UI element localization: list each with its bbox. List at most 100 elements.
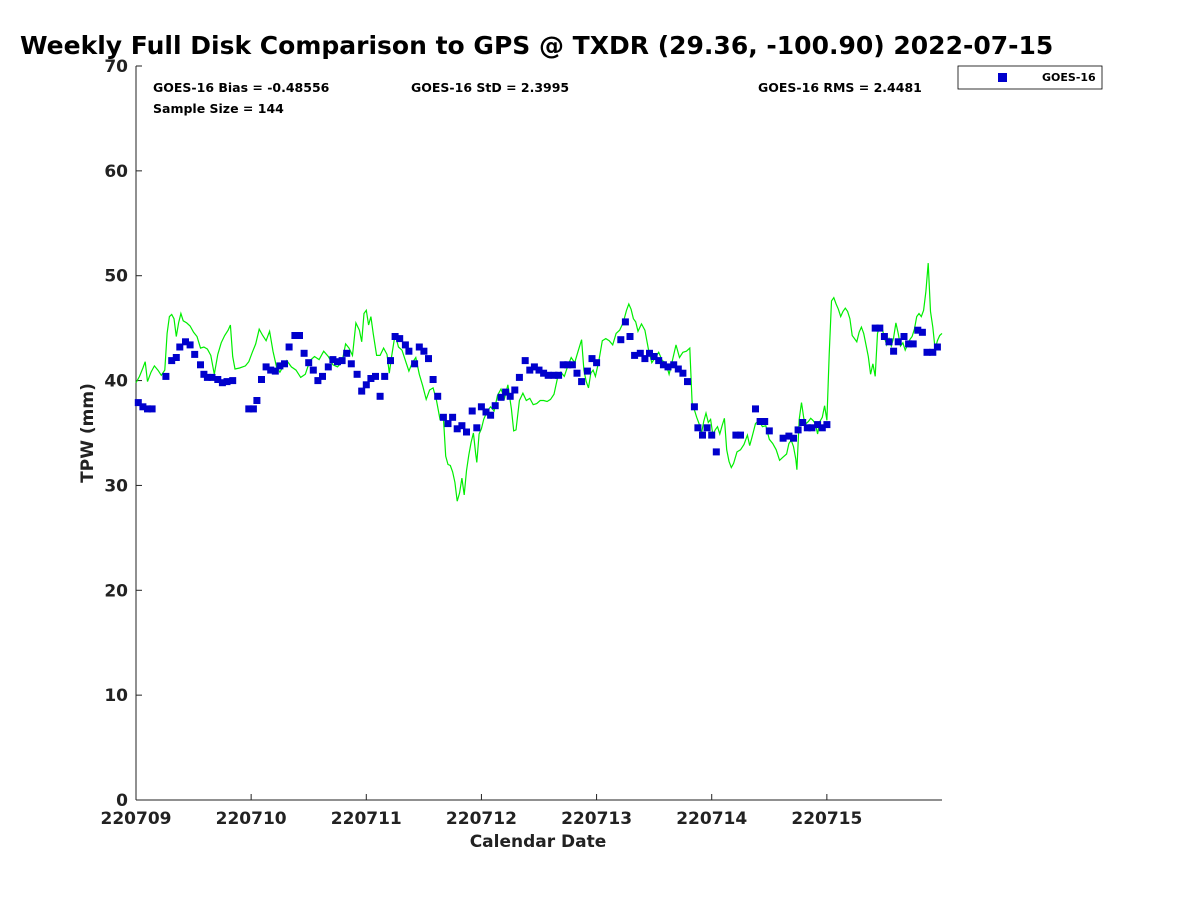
goes-point [262,363,270,371]
goes-point [664,363,672,371]
goes-point [918,328,926,336]
goes-point [929,348,937,356]
y-tick-label: 70 [104,57,128,77]
goes-point [271,367,279,375]
goes-point [458,422,466,430]
goes-point [785,432,793,440]
chart-title: Weekly Full Disk Comparison to GPS @ TXD… [20,31,1053,60]
goes-point [779,434,787,442]
goes-point [453,425,461,433]
goes-point [429,376,437,383]
goes-point [641,355,649,363]
goes-point [405,347,413,355]
goes-point [631,351,639,359]
goes-point [708,431,716,439]
goes-point [309,366,317,374]
legend-marker [998,73,1007,82]
legend-label: GOES-16 [1042,71,1096,84]
goes-point [890,347,898,355]
goes-point [909,340,917,348]
x-tick-label: 220710 [216,809,287,829]
goes-point [415,343,423,351]
goes-point [305,359,313,367]
goes-point [583,367,591,375]
goes-point [497,393,505,401]
goes-point [933,343,941,351]
x-tick-label: 220709 [101,809,172,829]
goes-point [172,354,180,361]
goes-point [139,403,147,411]
goes-point [434,392,442,400]
y-tick-label: 50 [104,267,128,287]
goes-point [411,360,419,368]
goes-point [420,347,428,355]
goes-point [214,376,222,383]
goes-point [559,361,567,369]
goes-point [880,333,888,340]
y-tick-label: 10 [104,686,128,706]
goes-point [511,386,519,394]
goes-point [737,431,744,439]
goes-point [900,333,908,340]
x-tick-label: 220712 [446,809,517,829]
goes-point [646,349,653,357]
goes-point [203,373,211,381]
x-tick-label: 220715 [791,809,862,829]
goes-point [197,361,204,369]
goes-point [372,372,379,380]
goes-point [176,343,184,351]
goes-point [353,370,361,378]
goes-point [535,366,543,374]
goes-point [905,340,913,348]
goes-point [871,324,879,332]
goes-point [253,397,261,404]
goes-point [756,418,764,425]
goes-point [555,371,563,379]
x-axis-label: Calendar Date [470,832,607,852]
goes-point [626,333,634,340]
goes-point [526,366,534,374]
goes-point [425,355,432,363]
goes-point [814,421,822,429]
goes-point [343,349,351,357]
goes-point [387,357,394,365]
goes-point [296,332,303,339]
bias-stat: GOES-16 Bias = -0.48556 [153,80,330,95]
goes-point [144,405,151,413]
goes-point [291,332,299,339]
goes-point [477,403,485,411]
y-tick-label: 60 [104,162,128,182]
goes-point [794,426,802,434]
goes-point [636,349,644,357]
goes-point [168,357,176,365]
goes-point [148,405,156,413]
goes-point [506,392,514,400]
goes-point [401,341,409,349]
goes-point [564,361,572,369]
goes-point [573,369,581,377]
goes-point [521,357,529,365]
goes-point [690,403,698,411]
x-tick-label: 220713 [561,809,632,829]
goes-point [191,350,199,358]
y-tick-label: 0 [116,791,128,811]
goes-point [914,326,922,334]
goes-point [515,373,523,381]
goes-point [182,338,189,346]
goes-point [463,428,470,436]
y-axis-ticks: 0 10 20 30 40 50 60 70 [104,57,142,811]
goes-point [679,369,687,377]
rms-stat: GOES-16 RMS = 2.4481 [758,80,922,95]
goes-point [544,371,552,379]
goes-point [300,349,308,357]
goes-point [439,413,447,421]
goes-point [249,405,257,413]
goes-point [391,333,399,340]
goes-point [276,362,284,370]
goes-point [358,387,366,395]
goes-point [823,421,831,429]
goes-point [790,434,797,442]
goes-point [281,360,288,368]
